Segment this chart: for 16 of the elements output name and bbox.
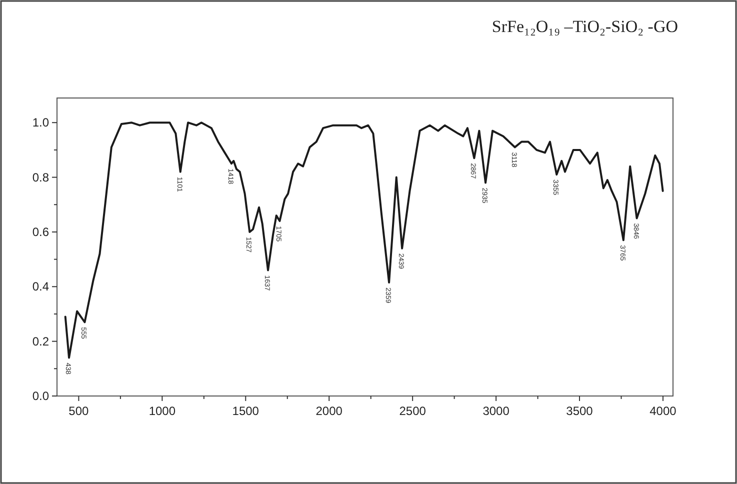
y-tick-label: 0.0: [32, 389, 50, 403]
line-series: [64, 122, 664, 359]
x-tick-label: 4000: [650, 404, 677, 418]
x-tick-label: 500: [68, 404, 90, 418]
x-tick-label: 3000: [482, 404, 510, 418]
x-tick-label: 2500: [399, 404, 426, 418]
x-tick-label: 1500: [232, 404, 260, 418]
x-tick-label: 3500: [566, 404, 594, 418]
y-tick-label: 0.2: [32, 334, 50, 348]
y-tick-label: 0.6: [32, 224, 50, 239]
x-tick-label: 2000: [316, 404, 343, 418]
chart-title: SrFe₁₂O₁₉ –TiO₂-SiO₂ -GO: [492, 17, 678, 36]
y-tick-label: 0.4: [32, 280, 50, 294]
x-tick-label: 1000: [148, 404, 176, 418]
y-tick-label: 0.8: [32, 170, 50, 184]
y-tick-label: 1.0: [32, 116, 50, 130]
